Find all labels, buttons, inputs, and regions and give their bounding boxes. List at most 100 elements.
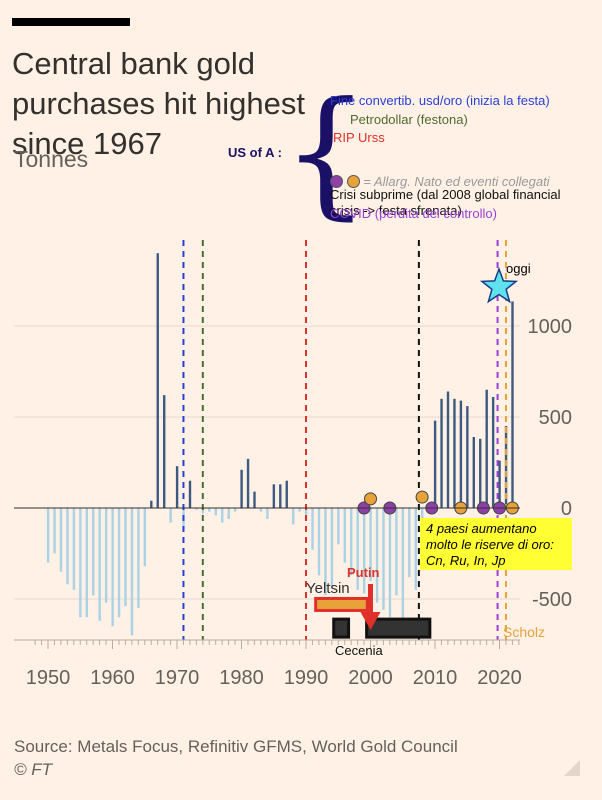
bar [92, 508, 95, 596]
period-bar [365, 617, 432, 639]
bar [259, 508, 263, 512]
bar [511, 301, 514, 508]
bar [59, 508, 63, 572]
annotation-nato: = Allarg. Nato ed eventi collegati [363, 174, 550, 189]
bar [246, 458, 250, 508]
bar [208, 508, 211, 512]
bar [46, 508, 50, 563]
bar [466, 406, 469, 508]
bar [446, 391, 450, 508]
bar [240, 469, 243, 508]
ft-top-bar [12, 18, 130, 26]
bar [188, 480, 192, 508]
period-bars [314, 596, 432, 639]
corner-fold-icon [564, 760, 580, 776]
annotation-yeltsin: Yeltsin [306, 580, 350, 597]
x-tick-labels: 1950 1960 1970 1980 1990 2000 2010 2020 [26, 667, 522, 689]
x-axis [14, 507, 520, 649]
bar [317, 508, 321, 576]
bar [369, 508, 372, 581]
annotation-us-of-a: US of A : [228, 145, 282, 160]
bar [362, 508, 366, 594]
y-tick-label: 1000 [528, 316, 573, 338]
annotation-putin: Putin [347, 565, 380, 580]
bars [46, 253, 514, 636]
annotation-petrodollar: Petrodollar (festona) [350, 112, 468, 127]
event-dot [364, 492, 377, 506]
x-tick-label: 2010 [413, 667, 458, 689]
event-lines [182, 240, 507, 640]
bar [104, 508, 108, 603]
bar [175, 466, 179, 508]
bar [453, 398, 456, 508]
bar [330, 508, 334, 589]
bar [401, 508, 405, 630]
credit-note: © FT [14, 760, 53, 779]
bar [53, 508, 56, 554]
x-tick-label: 1990 [284, 667, 329, 689]
bar [298, 508, 301, 512]
y-tick-label: 500 [539, 407, 572, 429]
bar [311, 508, 314, 550]
x-tick-label: 2000 [348, 667, 393, 689]
bar [111, 508, 114, 627]
bar [485, 389, 488, 508]
period-bar [314, 596, 369, 612]
bar [137, 508, 140, 609]
bar [98, 508, 101, 621]
x-tick-label: 1980 [219, 667, 264, 689]
bar [408, 508, 411, 578]
bar [350, 508, 353, 576]
bar [201, 508, 205, 514]
annotation-yellow-box: 4 paesi aumentano molto le riserve di or… [420, 518, 572, 570]
orange-dot-icon [346, 175, 360, 188]
source-note: Source: Metals Focus, Refinitiv GFMS, Wo… [14, 737, 458, 756]
bar [433, 420, 437, 508]
bar [72, 508, 76, 590]
bar [79, 508, 82, 618]
chart-extras [360, 266, 519, 630]
event-dot [415, 490, 429, 504]
annotation-oggi: oggi [506, 261, 531, 276]
bar [285, 480, 288, 508]
purple-dot-icon [330, 175, 343, 188]
annotation-rip-urss: RIP Urss [333, 130, 385, 145]
bar [292, 508, 295, 525]
bar [143, 508, 147, 567]
star-icon [479, 266, 519, 304]
bar [395, 508, 398, 596]
bar [130, 508, 134, 636]
bar [504, 426, 508, 508]
bar [85, 508, 88, 618]
bar [459, 400, 463, 508]
x-tick-label: 1960 [90, 667, 135, 689]
putin-arrow-head [360, 612, 381, 630]
bar [324, 508, 327, 596]
bar [472, 437, 475, 508]
bar [375, 508, 379, 603]
bar [479, 438, 482, 508]
chart-subtitle: Tonnes [14, 146, 89, 172]
x-tick-label: 1970 [155, 667, 200, 689]
bar [124, 508, 127, 607]
grid-lines [14, 325, 520, 600]
bar [337, 508, 340, 545]
bar [169, 508, 172, 523]
bar [150, 500, 153, 508]
bar [343, 508, 346, 563]
bar [66, 508, 69, 585]
bar [214, 508, 217, 516]
bar [221, 508, 224, 523]
bar [491, 396, 495, 508]
y-tick-label: -500 [532, 589, 572, 611]
bar [253, 491, 256, 508]
curly-brace-icon: { [282, 72, 370, 233]
period-bar [332, 617, 351, 639]
y-tick-labels: 1000 500 0 -500 [528, 316, 573, 611]
x-tick-label: 2020 [477, 667, 522, 689]
annotation-covid: COVID (perdita del controllo) [330, 206, 497, 221]
bar [304, 508, 308, 521]
bar [266, 508, 269, 519]
x-tick-label: 1950 [26, 667, 71, 689]
